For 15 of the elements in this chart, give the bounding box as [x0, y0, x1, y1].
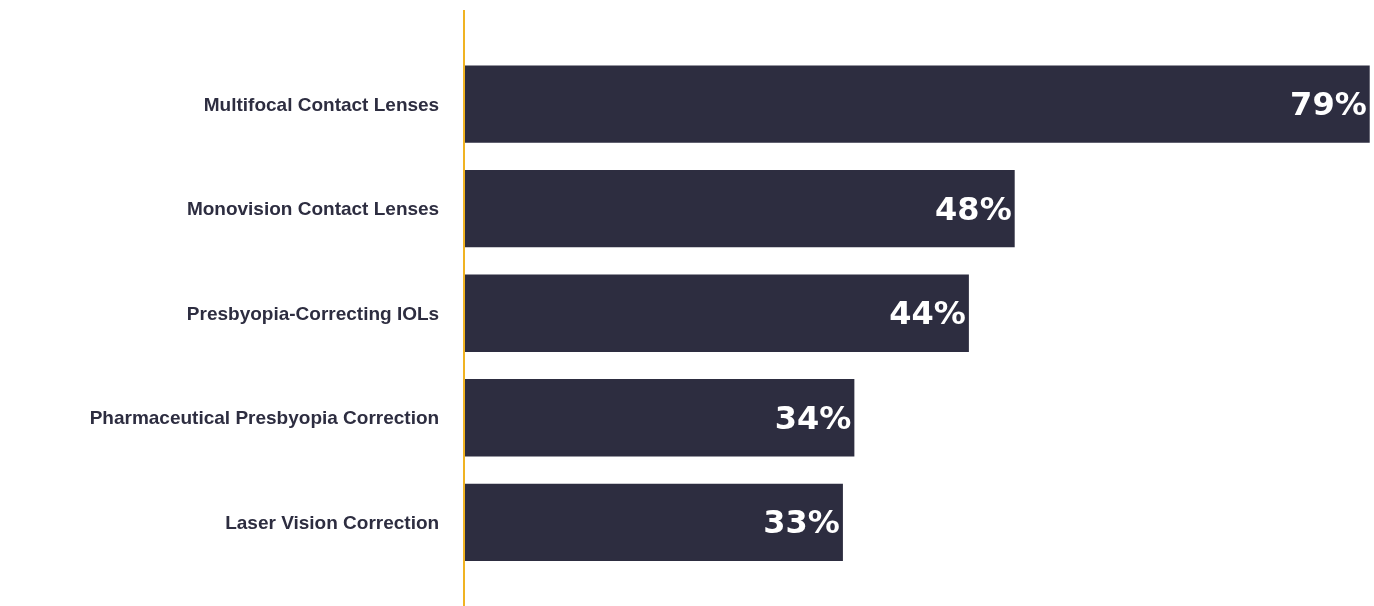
- bar: [465, 169, 1015, 248]
- data-label: 44%: [889, 294, 966, 333]
- y-tick-label: Presbyopia-Correcting IOLs: [186, 302, 440, 324]
- data-label: 34%: [774, 398, 852, 437]
- bar: [465, 483, 843, 562]
- data-label: 33%: [763, 503, 840, 542]
- y-tick-label: Laser Vision Correction: [225, 512, 440, 533]
- y-tick-label: Multifocal Contact Lenses: [203, 93, 440, 115]
- y-tick-label: Pharmaceutical Presbyopia Correction: [89, 407, 440, 429]
- data-label: 48%: [935, 189, 1012, 228]
- bar: [465, 379, 855, 457]
- y-tick-label: Monovision Contact Lenses: [186, 198, 440, 220]
- bar: [465, 65, 1370, 143]
- data-label: 79%: [1290, 85, 1367, 124]
- bar: [465, 274, 969, 352]
